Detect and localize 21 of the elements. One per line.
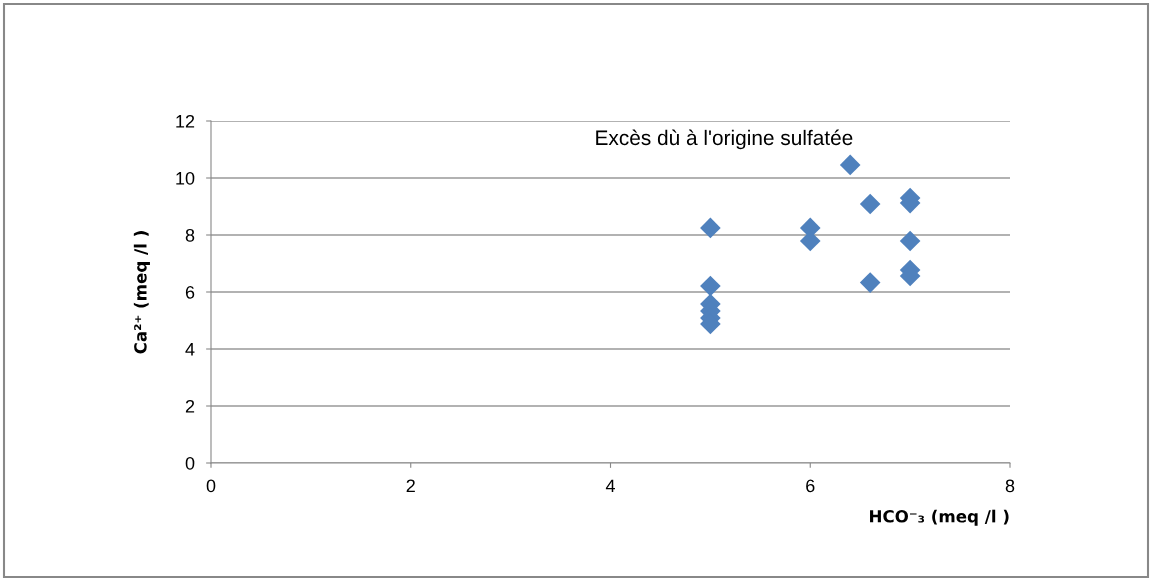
y-tick-label: 0 <box>185 456 195 470</box>
x-tick-label: 2 <box>406 479 415 493</box>
y-tick-label: 12 <box>176 114 195 128</box>
point <box>859 272 881 293</box>
y-tick-label: 8 <box>185 228 195 242</box>
point <box>700 217 721 239</box>
y-tick-label: 10 <box>176 171 195 185</box>
point <box>839 154 861 176</box>
x-tick-label: 4 <box>605 479 615 493</box>
annotation: Excès dù à l'origine sulfatée <box>596 129 853 150</box>
y-tick-label: 2 <box>185 399 195 413</box>
point <box>700 275 721 297</box>
y-tick-label: 4 <box>185 343 195 356</box>
y-tick-label: 6 <box>185 285 195 299</box>
x-axis-title: HCO⁻₃ (meq /l ) <box>870 509 1009 526</box>
point <box>859 193 881 215</box>
point <box>899 230 921 252</box>
y-axis-title: Ca²⁺ (meq /l ) <box>133 231 150 354</box>
x-tick-label: 8 <box>1005 479 1015 493</box>
x-tick-label: 0 <box>206 479 216 493</box>
x-tick-label: 6 <box>806 479 815 493</box>
